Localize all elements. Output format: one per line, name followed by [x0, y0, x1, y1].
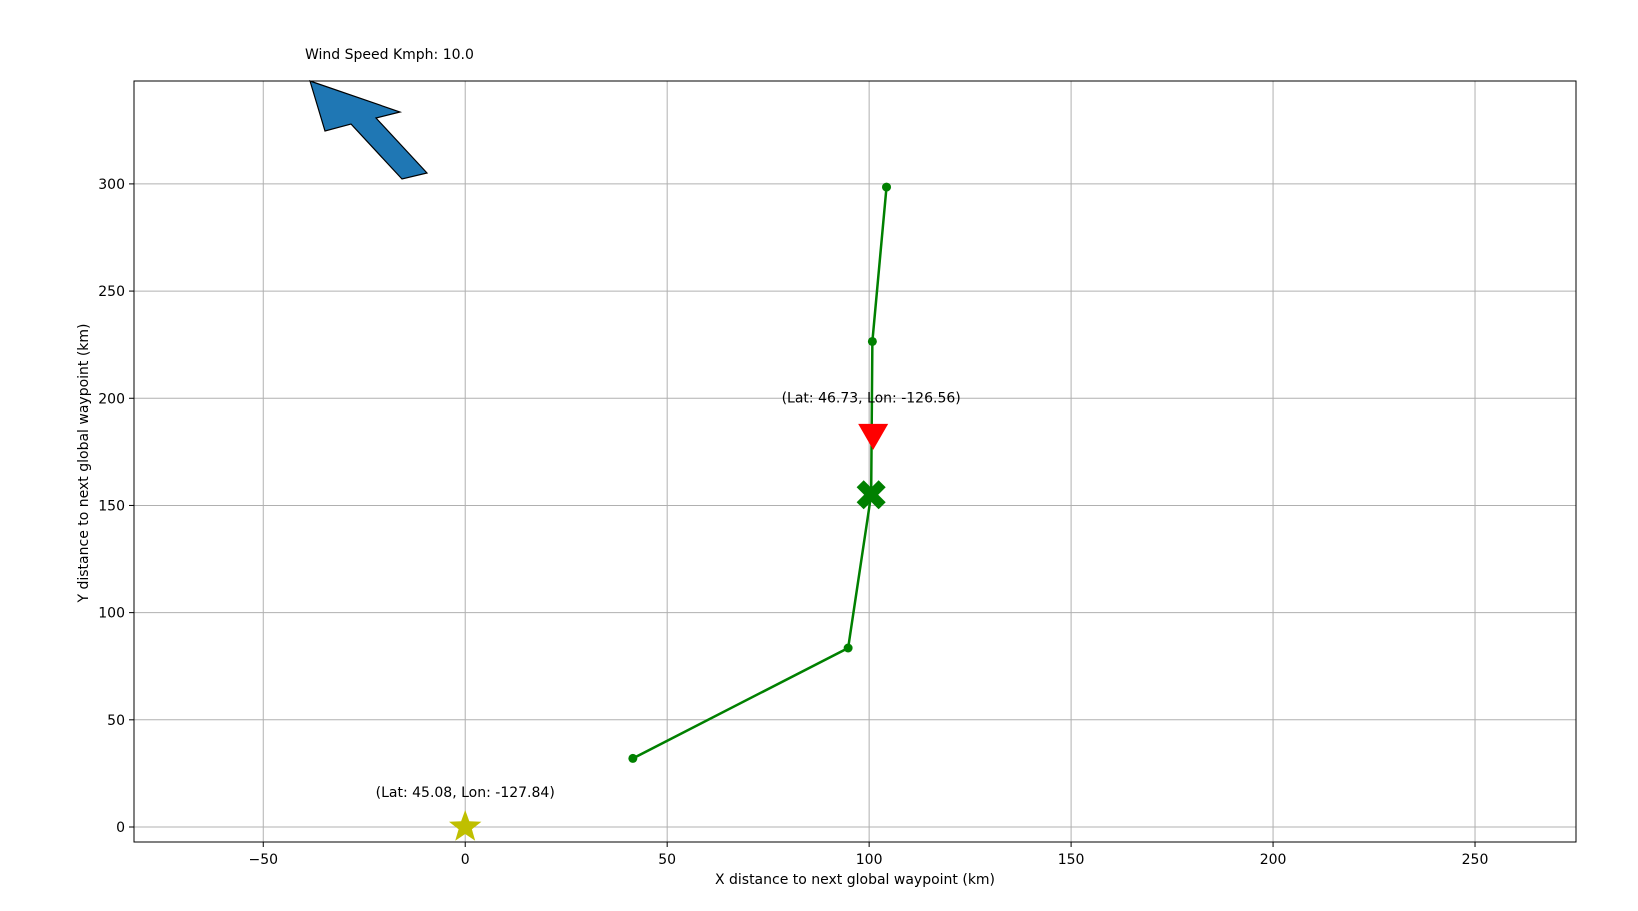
target-triangle-marker [858, 423, 889, 450]
coordinate-annotation: (Lat: 45.08, Lon: -127.84) [376, 785, 555, 801]
markers-layer [449, 423, 889, 841]
x-tick-label: 100 [856, 852, 883, 868]
wind-arrow-icon [309, 80, 429, 180]
ticks-layer: −50 0 50 100 150 200 250 0 50 100 150 200 250 300 [98, 177, 1488, 868]
x-tick-label: 50 [658, 852, 676, 868]
y-tick-label: 0 [116, 820, 125, 836]
grid-lines [134, 81, 1576, 842]
start-star-marker [449, 810, 482, 841]
route-point [867, 336, 877, 346]
plot-frame [133, 80, 1577, 843]
x-tick-label: −50 [248, 852, 278, 868]
route-line [632, 186, 888, 760]
y-axis-label: Y distance to next global waypoint (km) [76, 323, 92, 603]
route-point [628, 753, 638, 763]
x-marker-stroke [856, 480, 886, 510]
route-point [882, 182, 892, 192]
y-tick-label: 200 [98, 391, 125, 407]
x-axis-label: X distance to next global waypoint (km) [715, 872, 995, 888]
coordinate-annotation: (Lat: 46.73, Lon: -126.56) [782, 391, 961, 407]
y-tick-label: 150 [98, 498, 125, 514]
y-tick-label: 100 [98, 606, 125, 622]
route-point [843, 643, 853, 653]
x-tick-label: 250 [1462, 852, 1489, 868]
y-tick-label: 300 [98, 177, 125, 193]
x-tick-label: 200 [1260, 852, 1287, 868]
current-position-x-marker [856, 480, 886, 510]
y-tick-label: 50 [107, 713, 125, 729]
annotations-layer: (Lat: 45.08, Lon: -127.84) (Lat: 46.73, L… [376, 391, 961, 801]
y-tick-label: 250 [98, 284, 125, 300]
series-layer [628, 182, 892, 763]
wind-speed-label: Wind Speed Kmph: 10.0 [305, 47, 474, 63]
x-tick-label: 0 [461, 852, 470, 868]
x-tick-label: 150 [1058, 852, 1085, 868]
